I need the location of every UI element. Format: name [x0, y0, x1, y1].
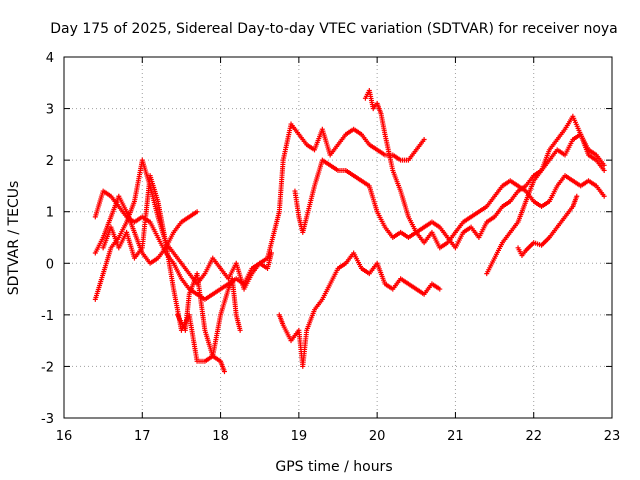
y-tick-label: 4 [46, 51, 54, 66]
marker-path [292, 131, 607, 251]
marker-path [100, 173, 227, 375]
x-tick-label: 16 [56, 429, 73, 444]
axis-ticks [63, 56, 613, 419]
marker-path [276, 250, 443, 369]
series-track-10 [515, 193, 580, 259]
x-tick-label: 17 [134, 429, 151, 444]
y-tick-label: -2 [41, 360, 54, 375]
series-track-9 [484, 113, 607, 277]
marker-path [175, 271, 243, 359]
plot-frame [63, 56, 613, 419]
y-tick-label: 3 [46, 103, 54, 118]
series-track-7 [292, 131, 607, 251]
x-axis-label: GPS time / hours [275, 459, 392, 475]
marker-path [92, 121, 427, 302]
series-track-4 [100, 173, 227, 375]
x-tick-label: 21 [447, 429, 464, 444]
series-track-1 [92, 121, 427, 302]
y-axis-label: SDTVAR / TECUs [6, 181, 22, 296]
y-tick-label: 2 [46, 154, 54, 169]
y-tick-label: -3 [41, 412, 54, 427]
chart-title: Day 175 of 2025, Sidereal Day-to-day VTE… [50, 21, 618, 37]
series-track-5 [175, 271, 243, 359]
y-tick-labels: -3 -2 -1 0 1 2 3 4 [41, 51, 54, 427]
marker-path [92, 157, 274, 302]
grid [64, 57, 612, 418]
series-track-3 [92, 157, 274, 302]
x-tick-label: 19 [291, 429, 308, 444]
series-track-8 [362, 88, 607, 251]
x-tick-label: 22 [525, 429, 542, 444]
x-tick-label: 20 [369, 429, 386, 444]
x-tick-label: 23 [604, 429, 621, 444]
marker-path [515, 193, 580, 259]
y-tick-label: 0 [46, 257, 54, 272]
x-tick-labels: 16 17 18 19 20 21 22 23 [56, 429, 621, 444]
series-track-6 [276, 250, 443, 369]
y-tick-label: -1 [41, 309, 54, 324]
y-tick-label: 1 [46, 206, 54, 221]
marker-path [362, 88, 607, 251]
data-markers [92, 88, 607, 375]
x-tick-label: 18 [212, 429, 229, 444]
marker-path [484, 113, 607, 277]
